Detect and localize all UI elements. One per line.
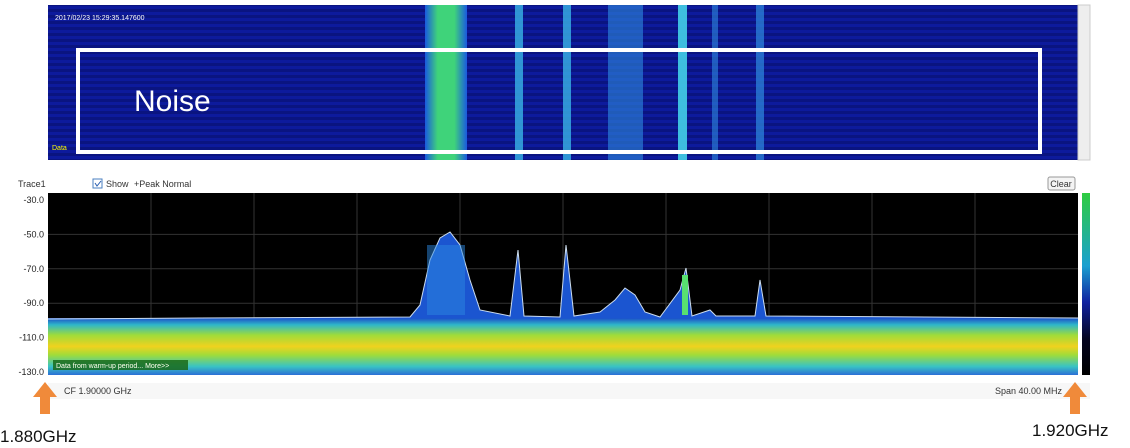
color-bar	[1082, 193, 1090, 375]
clear: Clear	[1050, 179, 1072, 189]
scrollbar[interactable]	[1077, 4, 1091, 161]
y-label: -90.0	[23, 298, 44, 308]
notice[interactable]: Data from warm-up period... More>>	[56, 363, 169, 370]
stripe	[756, 5, 764, 160]
clear-button[interactable]	[1047, 176, 1076, 191]
signal	[682, 275, 688, 315]
y-label: -110.0	[19, 333, 44, 343]
y-axis: -30.0 -50.0 -70.0 -90.0 -110.0 -130.0	[18, 195, 44, 377]
spectrum: Data from warm-up period... More>> -30.0…	[18, 193, 1090, 377]
toolbar: Trace1 Show +Peak Normal Clear	[18, 176, 1076, 191]
end-label: 1.920GHz	[1032, 421, 1109, 440]
arrow-end	[1063, 382, 1087, 414]
y-label: -70.0	[23, 264, 44, 274]
y-label: -30.0	[23, 195, 44, 205]
show-checkbox[interactable]	[92, 178, 103, 189]
stripe	[425, 5, 467, 160]
cf: CF 1.90000 GHz	[64, 386, 132, 396]
y-label: -50.0	[23, 229, 44, 239]
waterfall: 2017/02/23 15:29:35.147600 Noise Data	[48, 4, 1091, 161]
stripe	[608, 5, 643, 160]
noise-box	[76, 48, 1042, 154]
start-label: 1.880GHz	[0, 427, 77, 446]
check	[94, 180, 102, 187]
span: Span 40.00 MHz	[995, 386, 1063, 396]
show: Show	[106, 179, 129, 189]
stripe	[515, 5, 523, 160]
stripe	[712, 5, 718, 160]
arrow-start	[33, 382, 57, 414]
peak-trace	[47, 231, 1079, 320]
mode[interactable]: +Peak Normal	[134, 179, 191, 189]
corner-label: Data	[52, 145, 67, 152]
trace[interactable]: Trace1	[18, 179, 46, 189]
notice-bg	[53, 360, 188, 370]
annotation: Noise	[134, 85, 211, 118]
y-label: -130.0	[18, 367, 44, 377]
noise-floor	[48, 318, 1078, 375]
stripe	[678, 5, 687, 160]
footer-bar	[48, 383, 1090, 399]
signal	[427, 245, 465, 315]
timestamp: 2017/02/23 15:29:35.147600	[55, 15, 145, 22]
stripe	[563, 5, 571, 160]
